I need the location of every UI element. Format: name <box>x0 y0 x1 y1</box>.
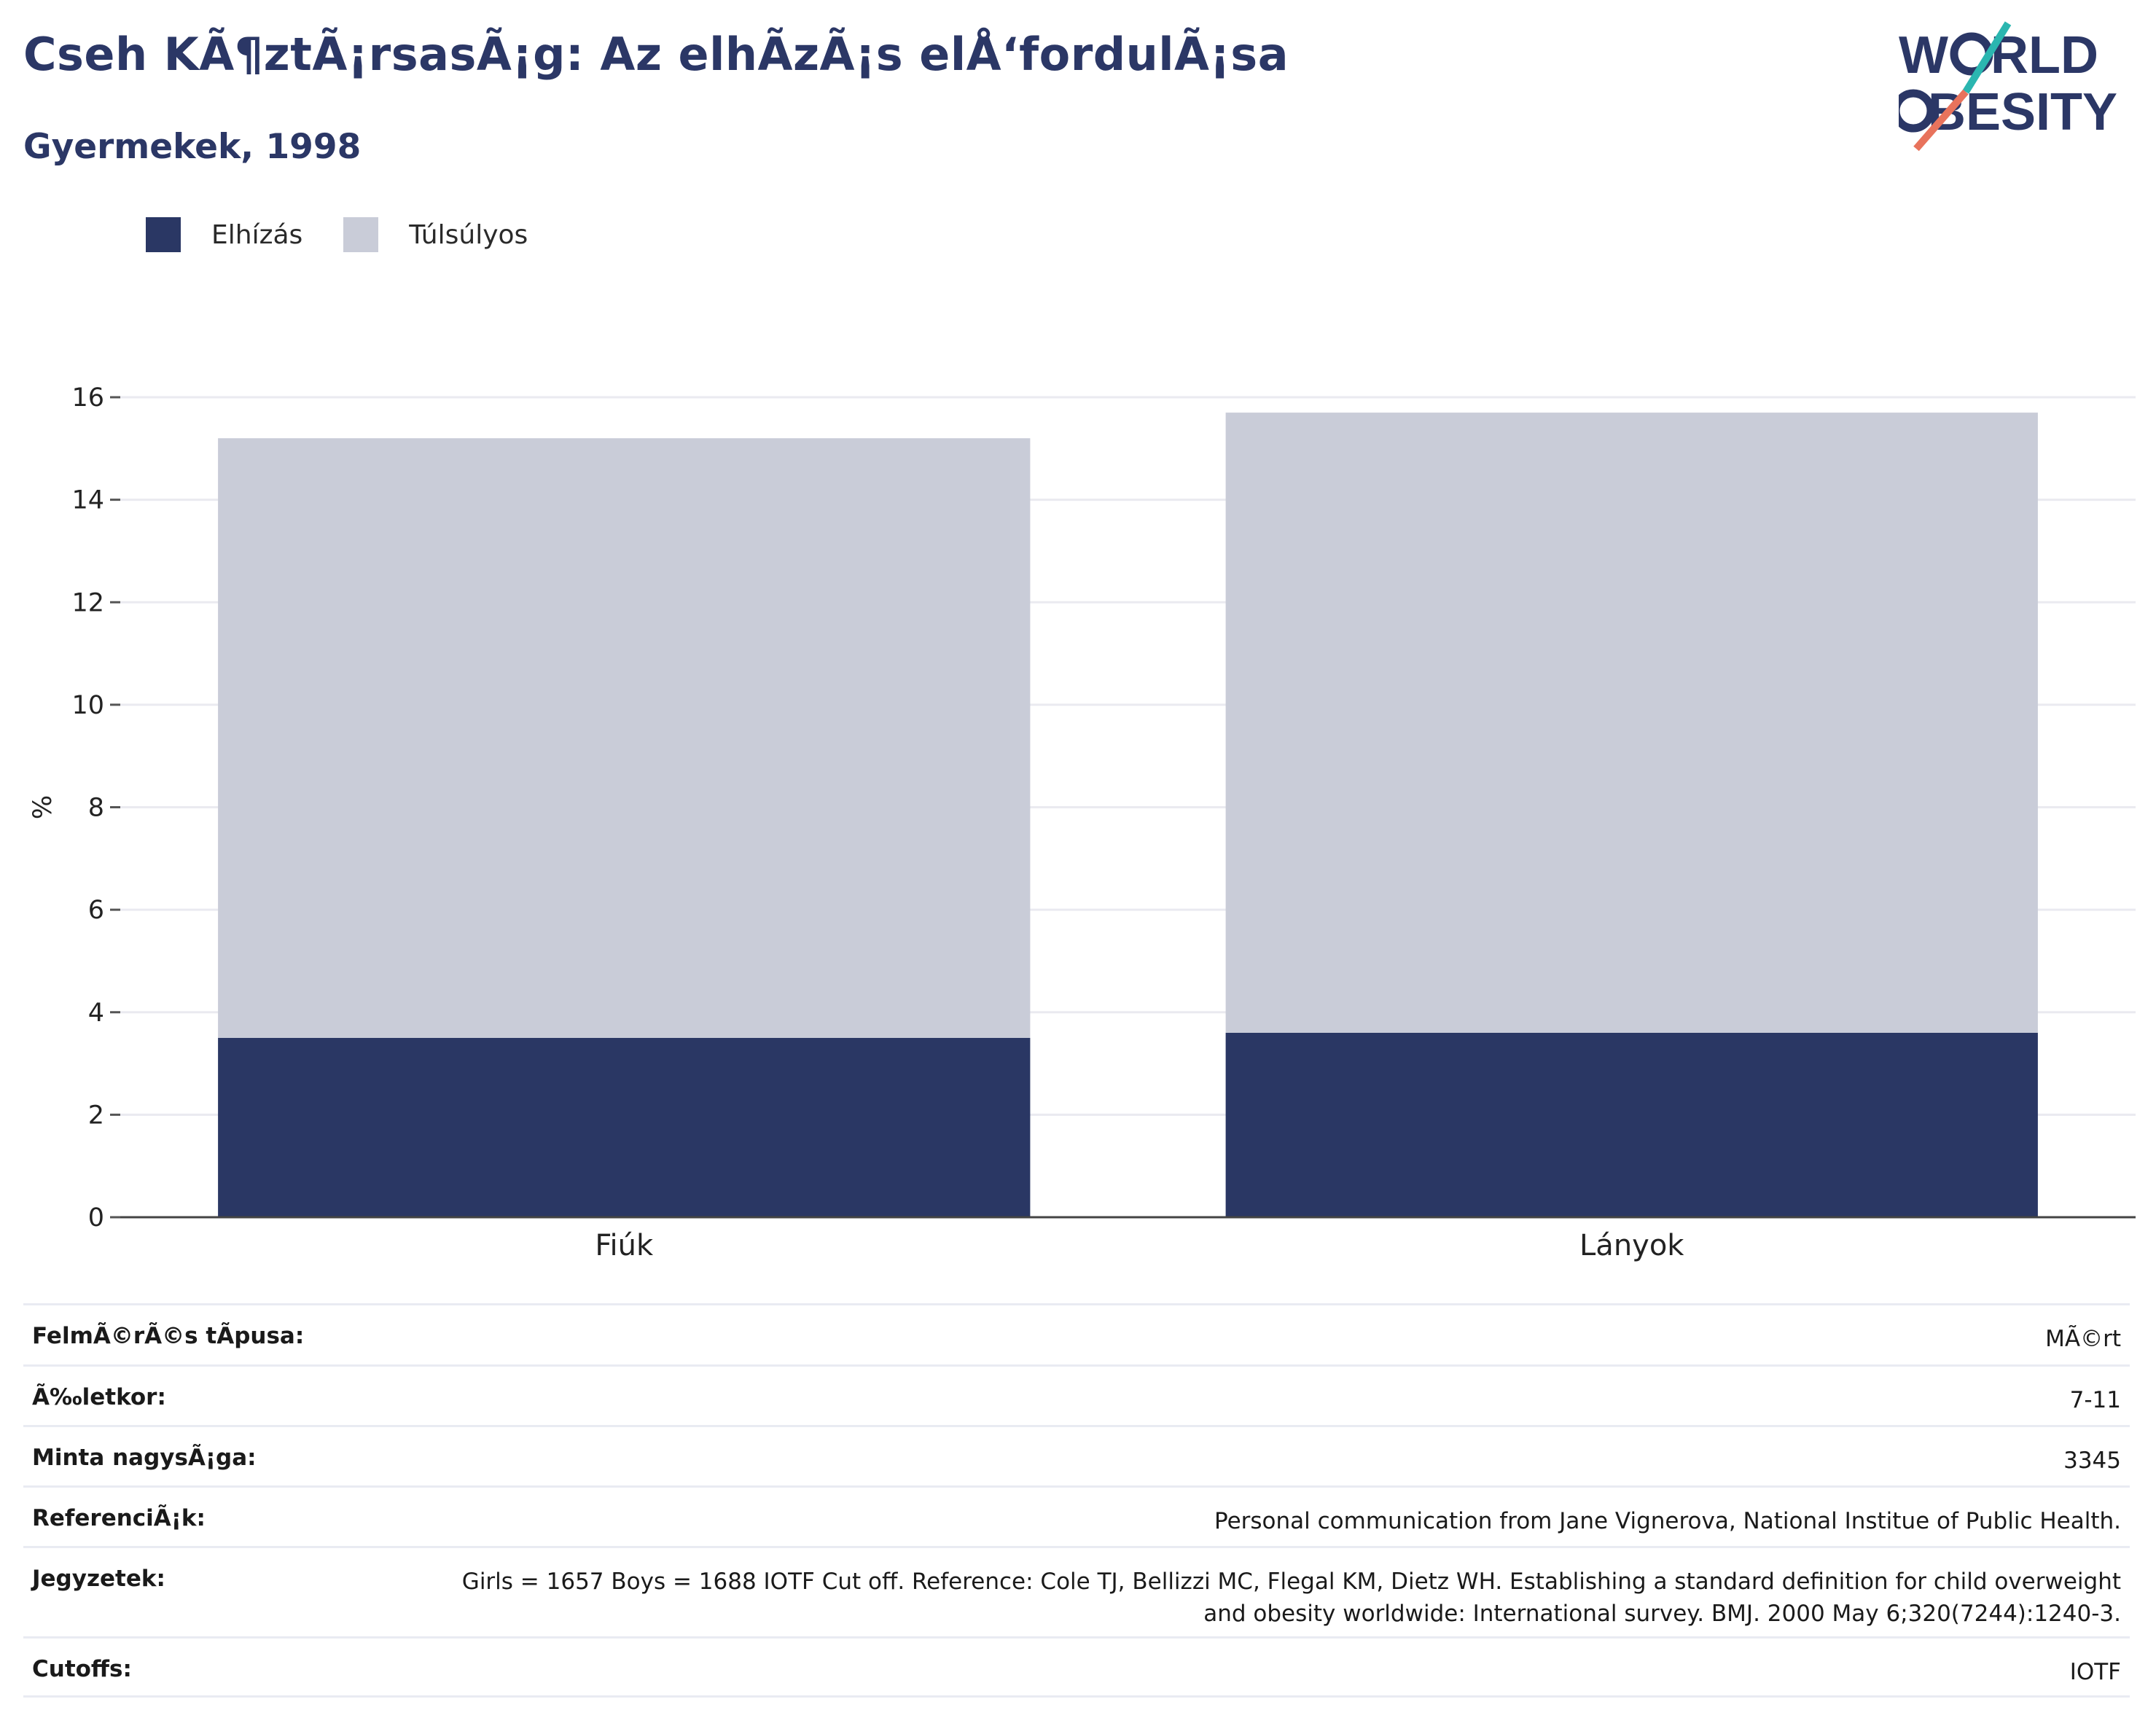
y-tick-label: 12 <box>71 588 104 617</box>
y-tick-label: 2 <box>88 1101 104 1130</box>
svg-text:RLD: RLD <box>1991 26 2098 85</box>
info-value: Girls = 1657 Boys = 1688 IOTF Cut off. R… <box>461 1569 2121 1627</box>
info-label: FelmÃ©rÃ©s tÃpusa: <box>32 1323 305 1349</box>
info-value: Personal communication from Jane Vignero… <box>1214 1508 2121 1534</box>
y-tick-label: 0 <box>88 1203 104 1233</box>
legend-item-elhizas[interactable]: Elhízás <box>146 217 302 252</box>
info-row-notes: Jegyzetek: Girls = 1657 Boys = 1688 IOTF… <box>23 1546 2130 1636</box>
page-subtitle: Gyermekek, 1998 <box>23 127 362 167</box>
info-label: Ã‰letkor: <box>32 1384 166 1410</box>
info-value: MÃ©rt <box>2045 1326 2121 1352</box>
page-title: Cseh KÃ¶ztÃ¡rsasÃ¡g: Az elhÃzÃ¡s elÅ‘for… <box>23 28 1289 81</box>
y-axis-label: % <box>28 795 58 819</box>
legend-item-tulsulyos[interactable]: Túlsúlyos <box>343 217 528 252</box>
info-row-references: ReferenciÃ¡k: Personal communication fro… <box>23 1485 2130 1546</box>
svg-text:BESITY: BESITY <box>1928 83 2117 141</box>
x-category-label: Fiúk <box>595 1229 654 1262</box>
bar-elhizas-0 <box>218 1037 1031 1217</box>
info-label: Jegyzetek: <box>32 1566 165 1592</box>
y-tick-label: 14 <box>71 486 104 515</box>
legend-swatch-elhizas <box>146 217 181 252</box>
bar-tulsulyos-0 <box>218 438 1031 1038</box>
y-tick-label: 16 <box>71 383 104 413</box>
world-obesity-logo: W RLD BESITY <box>1899 21 2117 152</box>
y-tick-label: 8 <box>88 794 104 823</box>
info-value: 3345 <box>2063 1448 2121 1474</box>
info-label: ReferenciÃ¡k: <box>32 1505 206 1531</box>
legend-swatch-tulsulyos <box>343 217 379 252</box>
info-table: FelmÃ©rÃ©s tÃpusa: MÃ©rt Ã‰letkor: 7-11 … <box>23 1303 2130 1698</box>
info-row-age: Ã‰letkor: 7-11 <box>23 1364 2130 1425</box>
info-row-cutoffs: Cutoffs: IOTF <box>23 1636 2130 1698</box>
info-value: IOTF <box>2069 1659 2121 1685</box>
chart-legend: Elhízás Túlsúlyos <box>146 217 569 252</box>
y-tick-label: 6 <box>88 896 104 925</box>
legend-label-tulsulyos: Túlsúlyos <box>409 219 528 250</box>
y-tick-label: 4 <box>88 999 104 1028</box>
info-value: 7-11 <box>2069 1387 2121 1413</box>
bar-elhizas-1 <box>1225 1032 2038 1217</box>
stacked-bar-chart: 0 2 4 6 8 10 12 14 16% Fiúk Lányok <box>28 383 2136 1262</box>
svg-text:W: W <box>1899 26 1948 85</box>
y-tick-label: 10 <box>71 691 104 720</box>
info-row-sample-size: Minta nagysÃ¡ga: 3345 <box>23 1425 2130 1485</box>
bar-tulsulyos-1 <box>1225 413 2038 1033</box>
x-category-label: Lányok <box>1579 1229 1684 1262</box>
legend-label-elhizas: Elhízás <box>211 219 303 250</box>
info-label: Cutoffs: <box>32 1656 132 1682</box>
info-label: Minta nagysÃ¡ga: <box>32 1445 257 1471</box>
info-row-survey-type: FelmÃ©rÃ©s tÃpusa: MÃ©rt <box>23 1303 2130 1364</box>
